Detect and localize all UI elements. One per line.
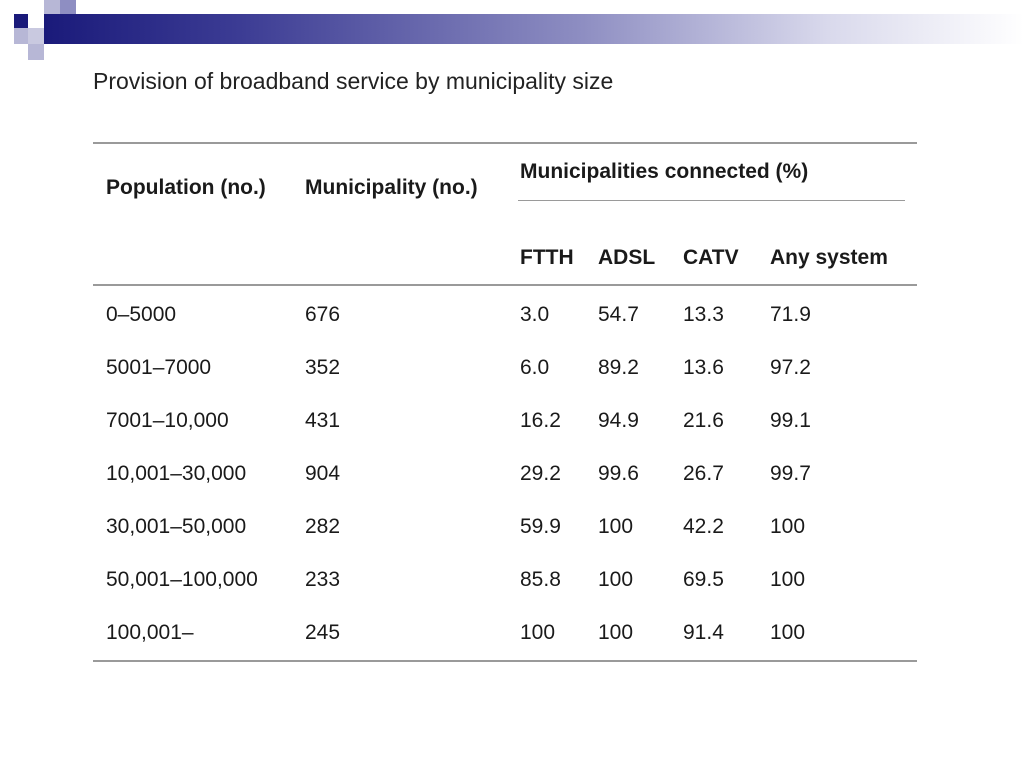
cell-municipality: 245 xyxy=(305,621,341,644)
cell-adsl: 100 xyxy=(598,515,634,538)
cell-population: 5001–7000 xyxy=(106,356,212,379)
decor-square xyxy=(14,28,28,44)
cell-adsl: 54.7 xyxy=(598,303,639,326)
cell-adsl: 89.2 xyxy=(598,356,639,379)
cell-any-system: 99.1 xyxy=(770,409,811,432)
cell-municipality: 676 xyxy=(305,303,341,326)
cell-any-system: 71.9 xyxy=(770,303,811,326)
cell-population: 50,001–100,000 xyxy=(106,568,258,591)
cell-ftth: 100 xyxy=(520,621,556,644)
decor-square xyxy=(28,28,44,44)
cell-ftth: 16.2 xyxy=(520,409,561,432)
cell-any-system: 100 xyxy=(770,621,806,644)
cell-population: 10,001–30,000 xyxy=(106,462,247,485)
decor-square xyxy=(14,14,28,28)
cell-catv: 26.7 xyxy=(683,462,724,485)
table-header-rule xyxy=(93,284,917,286)
cell-ftth: 85.8 xyxy=(520,568,561,591)
header-municipalities-connected: Municipalities connected (%) xyxy=(520,160,809,183)
cell-catv: 42.2 xyxy=(683,515,724,538)
decor-square xyxy=(28,44,44,60)
cell-adsl: 100 xyxy=(598,568,634,591)
cell-catv: 21.6 xyxy=(683,409,724,432)
cell-ftth: 29.2 xyxy=(520,462,561,485)
cell-any-system: 100 xyxy=(770,568,806,591)
cell-municipality: 431 xyxy=(305,409,341,432)
decor-square xyxy=(28,14,44,28)
cell-ftth: 59.9 xyxy=(520,515,561,538)
cell-catv: 13.3 xyxy=(683,303,724,326)
cell-population: 7001–10,000 xyxy=(106,409,229,432)
header-catv: CATV xyxy=(683,246,739,269)
table-bottom-rule xyxy=(93,660,917,662)
cell-catv: 69.5 xyxy=(683,568,724,591)
cell-adsl: 99.6 xyxy=(598,462,639,485)
cell-population: 100,001– xyxy=(106,621,194,644)
cell-adsl: 100 xyxy=(598,621,634,644)
slide-title: Provision of broadband service by munici… xyxy=(93,68,614,94)
cell-population: 30,001–50,000 xyxy=(106,515,247,538)
group-header-rule xyxy=(518,200,905,201)
cell-municipality: 352 xyxy=(305,356,341,379)
cell-any-system: 97.2 xyxy=(770,356,811,379)
table-top-rule xyxy=(93,142,917,144)
cell-municipality: 904 xyxy=(305,462,341,485)
cell-ftth: 6.0 xyxy=(520,356,550,379)
cell-any-system: 100 xyxy=(770,515,806,538)
cell-catv: 91.4 xyxy=(683,621,724,644)
cell-any-system: 99.7 xyxy=(770,462,811,485)
header-adsl: ADSL xyxy=(598,246,656,269)
header-any-system: Any system xyxy=(770,246,888,269)
header-population: Population (no.) xyxy=(106,176,266,199)
cell-municipality: 282 xyxy=(305,515,341,538)
cell-population: 0–5000 xyxy=(106,303,177,326)
header-ftth: FTTH xyxy=(520,246,574,269)
header-band xyxy=(44,14,1024,44)
decor-square xyxy=(44,0,60,14)
header-municipality: Municipality (no.) xyxy=(305,176,478,199)
cell-catv: 13.6 xyxy=(683,356,724,379)
cell-adsl: 94.9 xyxy=(598,409,639,432)
decor-square xyxy=(60,0,76,14)
cell-municipality: 233 xyxy=(305,568,341,591)
cell-ftth: 3.0 xyxy=(520,303,550,326)
